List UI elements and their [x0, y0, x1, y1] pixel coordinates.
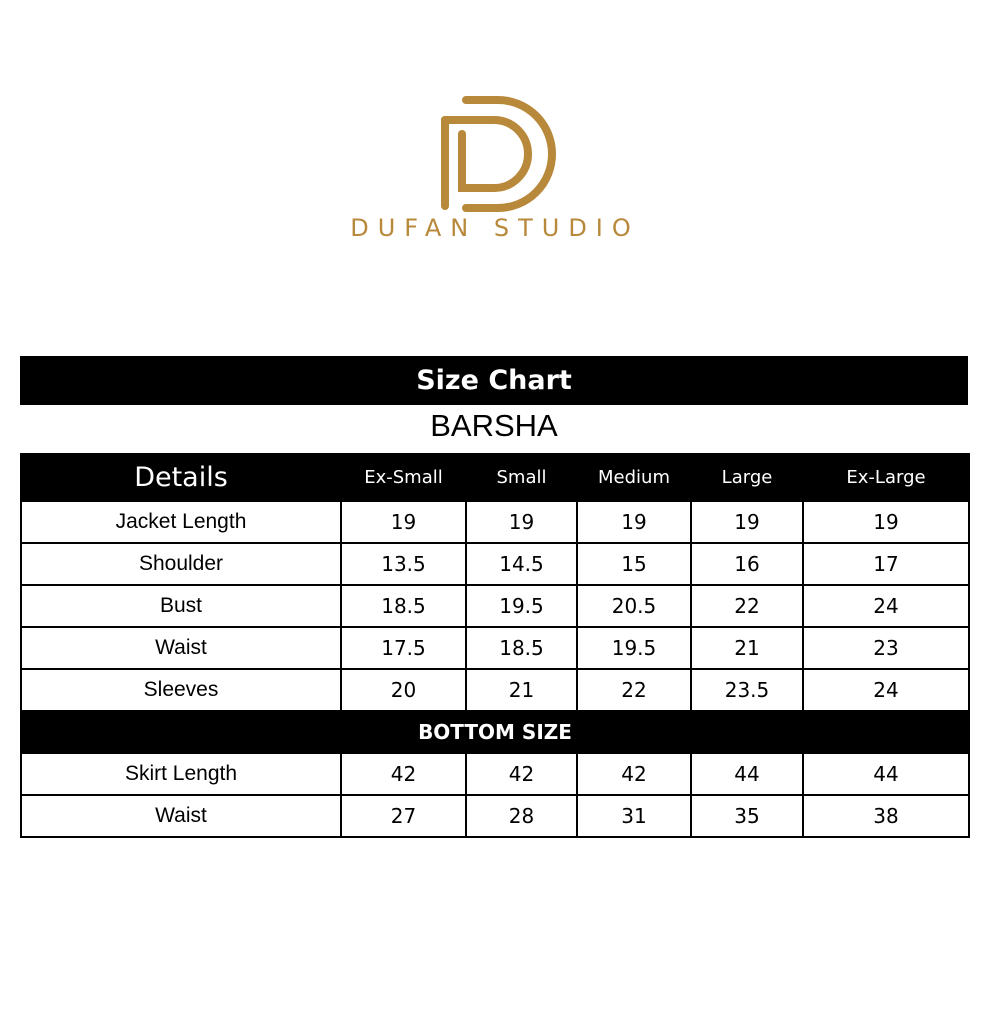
size-value: 18.5 [465, 626, 578, 670]
size-value: 17.5 [340, 626, 467, 670]
section-row: BOTTOM SIZE [20, 710, 970, 754]
row-label: Shoulder [20, 542, 342, 586]
size-value: 22 [690, 584, 804, 628]
size-value: 21 [690, 626, 804, 670]
dufan-studio-logo-icon [441, 96, 556, 212]
column-header: Medium [576, 453, 692, 502]
size-value: 19 [340, 500, 467, 544]
row-label: Waist [20, 626, 342, 670]
table-row: Shoulder 13.5 14.5 15 16 17 [20, 542, 970, 586]
size-value: 19 [802, 500, 970, 544]
size-value: 23.5 [690, 668, 804, 712]
bottom-size-label: BOTTOM SIZE [20, 710, 970, 754]
table-row: Skirt Length 42 42 42 44 44 [20, 752, 970, 796]
table-row: Bust 18.5 19.5 20.5 22 24 [20, 584, 970, 628]
size-value: 23 [802, 626, 970, 670]
column-header: Small [465, 453, 578, 502]
column-header: Ex-Large [802, 453, 970, 502]
size-value: 27 [340, 794, 467, 838]
size-value: 44 [690, 752, 804, 796]
size-chart-table: Details Ex-Small Small Medium Large Ex-L… [20, 453, 970, 838]
table-row: Jacket Length 19 19 19 19 19 [20, 500, 970, 544]
size-value: 21 [465, 668, 578, 712]
size-value: 44 [802, 752, 970, 796]
row-label: Waist [20, 794, 342, 838]
size-value: 20 [340, 668, 467, 712]
size-value: 42 [576, 752, 692, 796]
row-label: Sleeves [20, 668, 342, 712]
table-row: Waist 17.5 18.5 19.5 21 23 [20, 626, 970, 670]
row-label: Skirt Length [20, 752, 342, 796]
table-row: Waist 27 28 31 35 38 [20, 794, 970, 838]
header-row: Details Ex-Small Small Medium Large Ex-L… [20, 453, 970, 502]
size-value: 14.5 [465, 542, 578, 586]
product-name: BARSHA [430, 408, 558, 443]
size-value: 19 [465, 500, 578, 544]
size-chart-title: Size Chart [20, 356, 968, 405]
column-header: Details [20, 453, 342, 502]
column-header: Large [690, 453, 804, 502]
row-label: Jacket Length [20, 500, 342, 544]
row-label: Bust [20, 584, 342, 628]
size-value: 31 [576, 794, 692, 838]
size-value: 24 [802, 584, 970, 628]
size-value: 22 [576, 668, 692, 712]
size-value: 17 [802, 542, 970, 586]
table-row: Sleeves 20 21 22 23.5 24 [20, 668, 970, 712]
column-header: Ex-Small [340, 453, 467, 502]
size-value: 18.5 [340, 584, 467, 628]
size-value: 19 [690, 500, 804, 544]
size-value: 38 [802, 794, 970, 838]
size-value: 16 [690, 542, 804, 586]
size-value: 42 [340, 752, 467, 796]
size-value: 15 [576, 542, 692, 586]
size-value: 13.5 [340, 542, 467, 586]
size-value: 42 [465, 752, 578, 796]
size-value: 19 [576, 500, 692, 544]
size-value: 20.5 [576, 584, 692, 628]
brand-name: DUFAN STUDIO [350, 214, 640, 242]
size-value: 19.5 [465, 584, 578, 628]
size-value: 19.5 [576, 626, 692, 670]
size-value: 28 [465, 794, 578, 838]
size-value: 35 [690, 794, 804, 838]
size-value: 24 [802, 668, 970, 712]
